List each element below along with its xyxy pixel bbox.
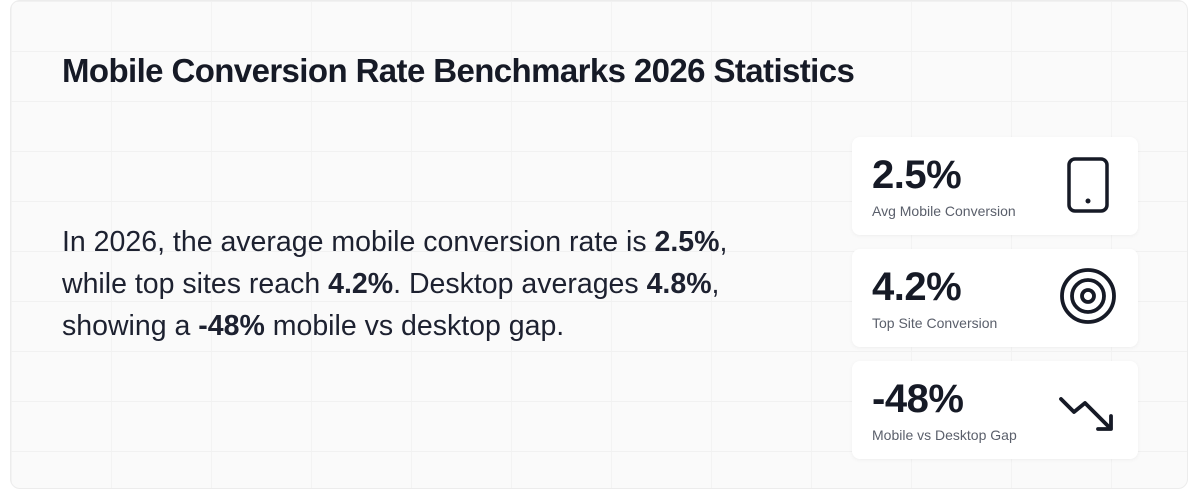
text: mobile vs desktop gap. [264, 310, 565, 342]
highlight: -48% [198, 310, 265, 342]
text: . Desktop averages [393, 268, 647, 300]
stat-card: 2.5% Avg Mobile Conversion [852, 137, 1138, 235]
highlight: 4.2% [328, 268, 394, 300]
stat-value: 4.2% [872, 265, 962, 309]
title: Mobile Conversion Rate Benchmarks 2026 S… [62, 52, 855, 89]
text: , while top sites reach [62, 226, 728, 300]
target-icon [1060, 268, 1116, 324]
text: In 2026, the average mobile conversion r… [62, 226, 655, 258]
stat-label: Mobile vs Desktop Gap [872, 427, 1017, 443]
stat-card: -48% Mobile vs Desktop Gap [852, 361, 1138, 459]
phone-icon [1067, 157, 1109, 213]
stat-label: Avg Mobile Conversion [872, 203, 1016, 219]
highlight: 4.8% [646, 268, 712, 300]
stat-card: 4.2% Top Site Conversion [852, 249, 1138, 347]
panel [10, 0, 1188, 489]
stat-value: 2.5% [872, 153, 962, 197]
summary: In 2026, the average mobile conversion r… [62, 221, 752, 347]
trend-down-icon [1059, 397, 1113, 431]
stat-label: Top Site Conversion [872, 315, 998, 331]
stat-value: -48% [872, 377, 964, 421]
text: , showing a [62, 268, 720, 342]
highlight: 2.5% [654, 226, 720, 258]
